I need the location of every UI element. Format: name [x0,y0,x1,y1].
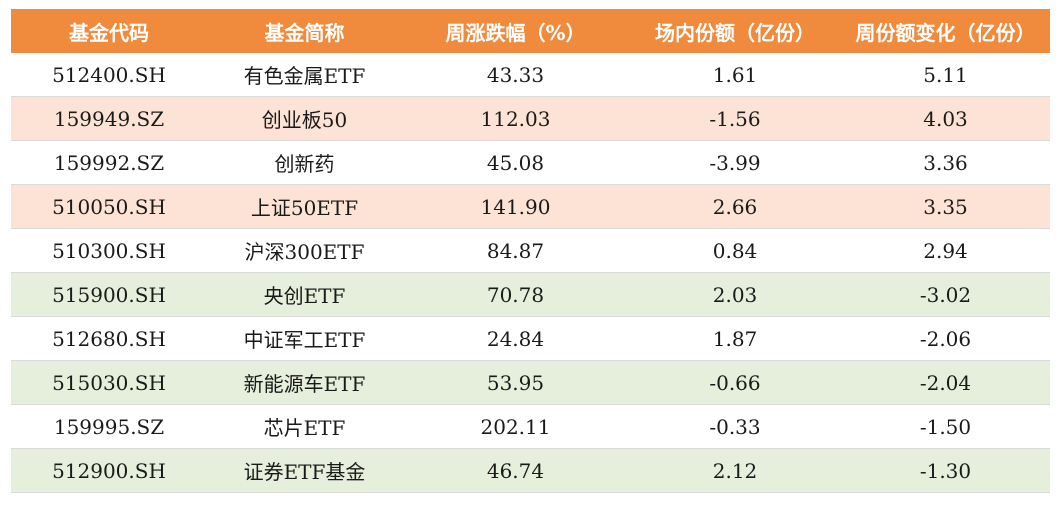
cell-fund-name: 芯片ETF [263,416,346,440]
header-weekly-change: 周涨跌幅（%） [445,20,586,45]
cell-weekly-change: 45.08 [486,150,545,175]
table-row: 510050.SH 上证50ETF 141.90 2.66 3.35 [11,185,1050,229]
cell-weekly-change: 24.84 [486,326,545,351]
cell-weekly-change: 70.78 [486,282,545,307]
cell-shares: 2.03 [712,282,758,307]
table-header-row: 基金代码 基金简称 周涨跌幅（%） 场内份额（亿份） 周份额变化（亿份） [11,9,1050,53]
cell-fund-name: 有色金属ETF [243,64,366,88]
header-fund-name: 基金简称 [264,20,345,45]
cell-share-change: 5.11 [923,62,968,87]
cell-shares: -3.99 [709,150,761,175]
cell-weekly-change: 46.74 [486,458,545,483]
cell-share-change: -3.02 [919,282,972,307]
table-row: 159992.SZ 创新药 45.08 -3.99 3.36 [11,141,1050,185]
cell-share-change: -2.04 [919,370,972,395]
cell-weekly-change: 43.33 [486,62,545,87]
cell-share-change: 4.03 [923,106,968,131]
cell-fund-name: 创新药 [274,152,335,176]
cell-fund-code: 159949.SZ [53,106,165,131]
table-row: 512400.SH 有色金属ETF 43.33 1.61 5.11 [11,53,1050,97]
cell-fund-code: 515900.SH [52,282,166,307]
cell-share-change: 2.94 [923,238,968,263]
table-row: 515030.SH 新能源车ETF 53.95 -0.66 -2.04 [11,361,1050,405]
cell-fund-code: 512400.SH [52,62,166,87]
cell-fund-name: 中证军工ETF [243,328,366,352]
cell-weekly-change: 84.87 [486,238,545,263]
cell-fund-code: 512900.SH [52,458,166,483]
cell-shares: 1.87 [712,326,758,351]
cell-weekly-change: 202.11 [480,414,551,439]
cell-fund-code: 515030.SH [52,370,166,395]
cell-fund-name: 沪深300ETF [244,240,365,264]
cell-fund-name: 央创ETF [263,284,346,308]
cell-fund-name: 上证50ETF [250,196,359,220]
cell-weekly-change: 112.03 [480,106,551,131]
cell-weekly-change: 53.95 [486,370,545,395]
cell-share-change: 3.36 [923,150,968,175]
cell-share-change: -1.30 [919,458,972,483]
cell-share-change: -1.50 [919,414,972,439]
cell-fund-code: 510300.SH [52,238,166,263]
header-fund-code: 基金代码 [69,20,149,45]
cell-fund-code: 159992.SZ [53,150,165,175]
cell-fund-name: 证券ETF基金 [243,460,366,484]
cell-shares: 0.84 [712,238,758,263]
cell-fund-name: 新能源车ETF [243,372,366,396]
cell-weekly-change: 141.90 [480,194,551,219]
table-row: 159949.SZ 创业板50 112.03 -1.56 4.03 [11,97,1050,141]
cell-fund-code: 159995.SZ [53,414,165,439]
cell-shares: 2.66 [712,194,758,219]
table-row: 512900.SH 证券ETF基金 46.74 2.12 -1.30 [11,449,1050,493]
table-row: 510300.SH 沪深300ETF 84.87 0.84 2.94 [11,229,1050,273]
cell-fund-code: 510050.SH [52,194,166,219]
cell-fund-code: 512680.SH [52,326,166,351]
cell-shares: 1.61 [712,62,758,87]
cell-share-change: -2.06 [919,326,972,351]
cell-shares: -1.56 [709,106,761,131]
table-row: 512680.SH 中证军工ETF 24.84 1.87 -2.06 [11,317,1050,361]
header-shares: 场内份额（亿份） [655,20,815,45]
cell-fund-name: 创业板50 [261,108,348,132]
cell-shares: -0.66 [709,370,761,395]
cell-shares: 2.12 [712,458,758,483]
cell-share-change: 3.35 [923,194,968,219]
etf-table: 基金代码 基金简称 周涨跌幅（%） 场内份额（亿份） 周份额变化（亿份） 512… [11,9,1050,493]
cell-shares: -0.33 [709,414,761,439]
table-row: 159995.SZ 芯片ETF 202.11 -0.33 -1.50 [11,405,1050,449]
header-share-change: 周份额变化（亿份） [855,20,1036,45]
table-row: 515900.SH 央创ETF 70.78 2.03 -3.02 [11,273,1050,317]
